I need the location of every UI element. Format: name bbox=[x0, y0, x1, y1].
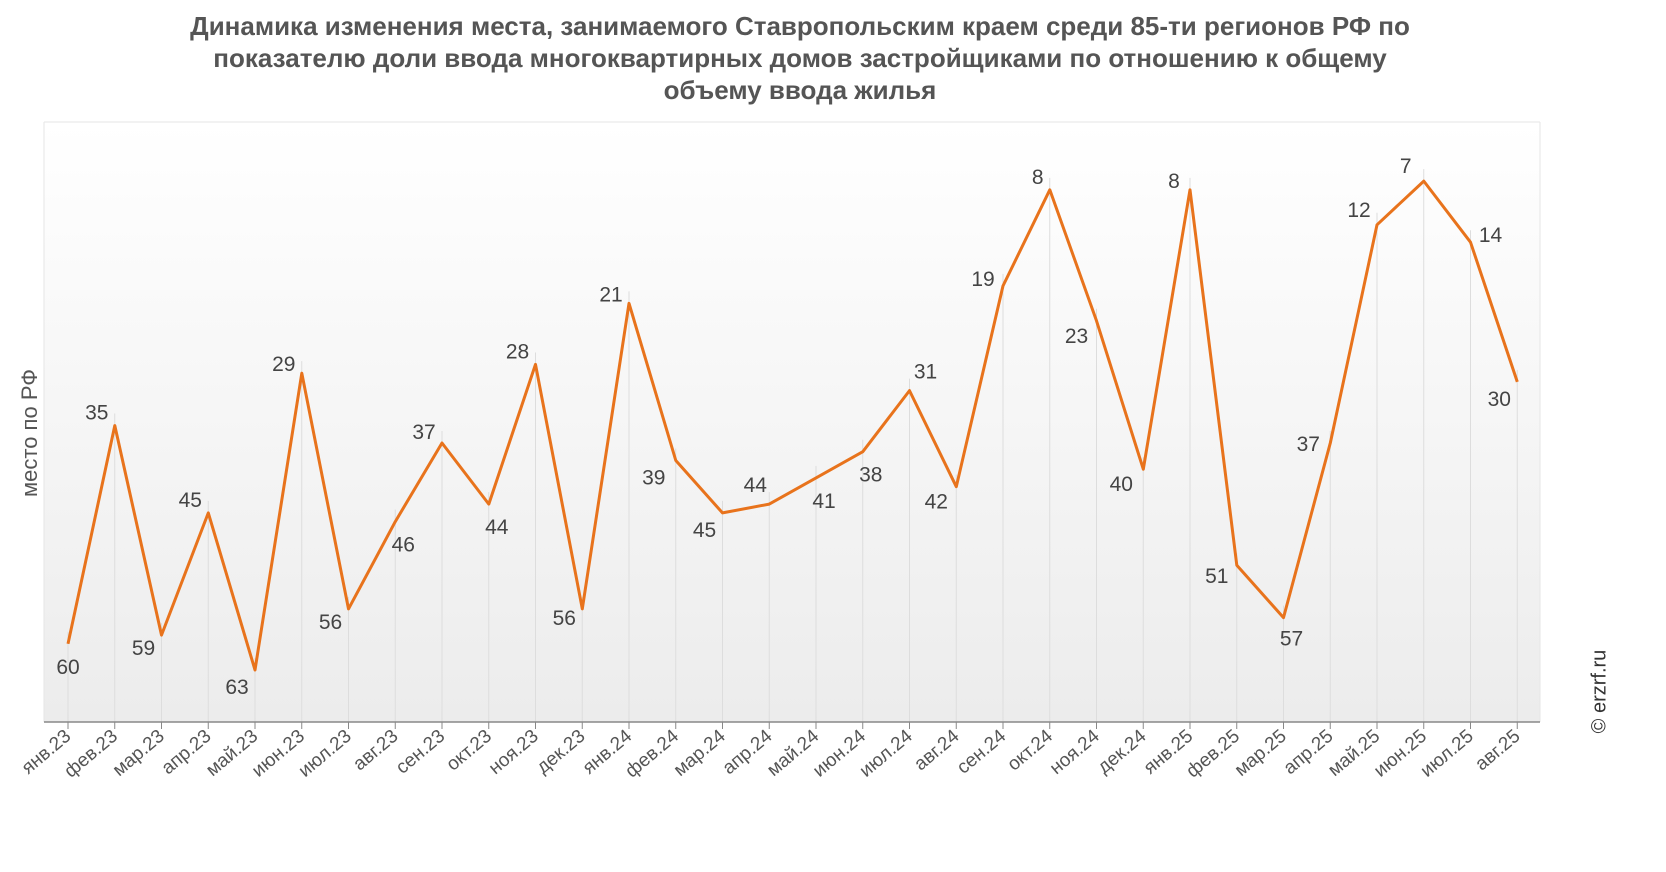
data-label: 38 bbox=[859, 464, 882, 487]
x-tick-label: фев.25 bbox=[1182, 726, 1244, 782]
data-label: 42 bbox=[925, 491, 948, 514]
data-label: 56 bbox=[553, 607, 576, 630]
series-line bbox=[66, 179, 1519, 672]
x-tick-label: авг.25 bbox=[1471, 726, 1524, 775]
data-label: 37 bbox=[1297, 433, 1320, 456]
data-label: 40 bbox=[1110, 473, 1133, 496]
data-label: 37 bbox=[412, 421, 435, 444]
x-tick-label: июн.23 bbox=[248, 726, 309, 782]
data-label: 21 bbox=[599, 283, 622, 306]
x-tick-label: фев.24 bbox=[621, 725, 683, 782]
data-label: 51 bbox=[1205, 565, 1228, 588]
data-label: 8 bbox=[1168, 170, 1180, 193]
x-tick-label: авг.24 bbox=[910, 725, 963, 775]
data-label: 63 bbox=[225, 676, 248, 699]
data-label: 39 bbox=[642, 466, 665, 489]
chart-title-line-2: показателю доли ввода многоквартирных до… bbox=[213, 43, 1387, 73]
plot-area bbox=[44, 122, 1540, 722]
data-label: 35 bbox=[85, 402, 108, 425]
x-tick-label: фев.23 bbox=[60, 726, 122, 782]
x-tick-label: июл.24 bbox=[856, 725, 917, 781]
data-label: 56 bbox=[319, 611, 342, 634]
x-tick-label: ноя.23 bbox=[485, 726, 543, 779]
data-label: 30 bbox=[1488, 388, 1511, 411]
x-tick-label: сен.24 bbox=[953, 725, 1010, 778]
data-label: 57 bbox=[1280, 628, 1303, 651]
data-label: 8 bbox=[1032, 166, 1044, 189]
x-tick-label: июл.25 bbox=[1417, 726, 1478, 782]
data-label: 12 bbox=[1347, 199, 1370, 222]
data-label: 14 bbox=[1479, 224, 1503, 247]
data-label: 44 bbox=[744, 474, 768, 497]
data-label: 59 bbox=[132, 637, 155, 660]
data-label: 7 bbox=[1400, 155, 1412, 178]
data-label: 45 bbox=[693, 519, 716, 542]
data-label: 23 bbox=[1065, 325, 1088, 348]
data-label: 41 bbox=[812, 490, 835, 513]
x-tick-label: ноя.24 bbox=[1046, 725, 1104, 778]
data-label: 60 bbox=[56, 656, 79, 679]
x-tick-label: дек.23 bbox=[533, 726, 590, 778]
x-tick-label: сен.23 bbox=[392, 726, 449, 779]
data-label: 29 bbox=[272, 353, 295, 376]
x-tick-label: дек.24 bbox=[1094, 725, 1151, 778]
x-tick-label: июн.25 bbox=[1370, 726, 1431, 782]
chart-title-line-3: объему ввода жилья bbox=[663, 75, 937, 105]
x-tick-label: мар.24 bbox=[670, 725, 730, 780]
data-label: 28 bbox=[506, 340, 529, 363]
chart-title-line-1: Динамика изменения места, занимаемого Ст… bbox=[190, 11, 1410, 41]
x-tick-label: июл.23 bbox=[295, 726, 356, 782]
data-label: 45 bbox=[179, 489, 202, 512]
data-label: 44 bbox=[485, 516, 509, 539]
chart-title: Динамика изменения места, занимаемого Ст… bbox=[150, 10, 1450, 106]
x-tick-label: мар.25 bbox=[1231, 726, 1291, 781]
data-label: 46 bbox=[392, 534, 415, 557]
x-tick-label: авг.23 bbox=[349, 726, 402, 775]
data-label: 19 bbox=[971, 268, 994, 291]
x-tick-label: мар.23 bbox=[109, 726, 169, 781]
watermark: © erzrf.ru bbox=[1588, 649, 1611, 734]
data-label: 31 bbox=[914, 361, 937, 384]
